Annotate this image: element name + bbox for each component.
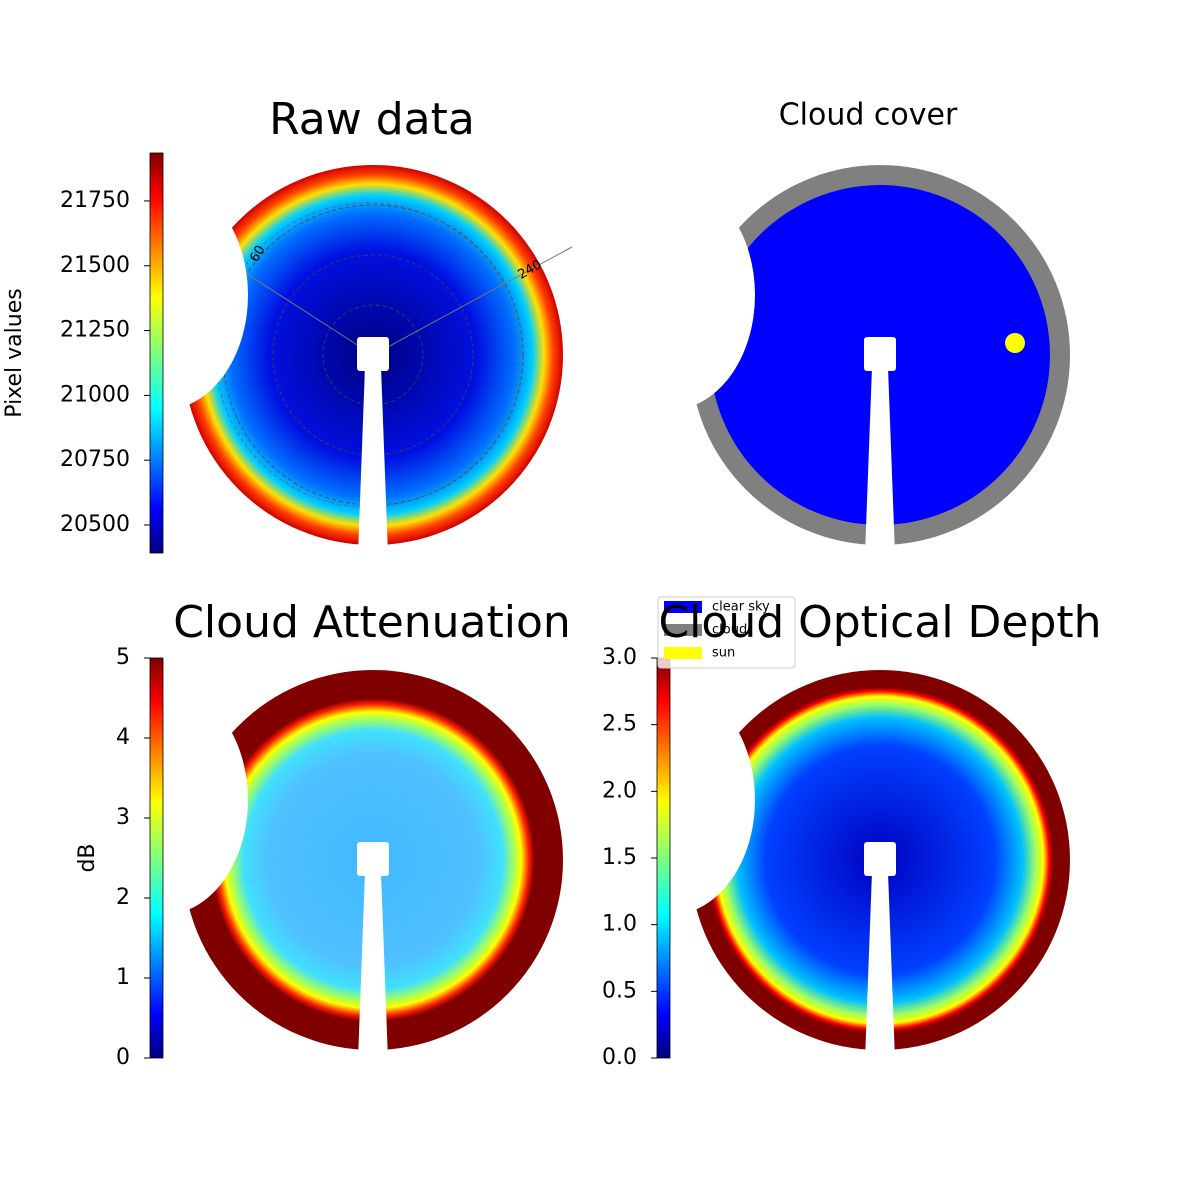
colorbar-tick-label: 4 <box>116 725 130 750</box>
colorbar-tick-label: 21500 <box>60 253 130 278</box>
colorbar-tick-label: 20500 <box>60 512 130 537</box>
colorbar-tick-label: 21250 <box>60 318 130 343</box>
camera-arm <box>358 367 388 555</box>
camera-head <box>357 842 389 876</box>
camera-arm <box>865 367 895 555</box>
legend-swatch <box>664 624 702 636</box>
colorbar-label: Pixel values <box>2 288 27 417</box>
colorbar <box>149 152 164 554</box>
colorbar-tick-label: 21000 <box>60 382 130 407</box>
camera-arm <box>358 872 388 1060</box>
camera-head <box>864 337 896 371</box>
colorbar-tick-label: 0 <box>116 1045 130 1070</box>
colorbar-tick-label: 1.0 <box>602 912 637 937</box>
colorbar-tick-label: 3 <box>116 805 130 830</box>
legend: clear sky cloud sun <box>657 596 796 669</box>
panel-title: Cloud Attenuation <box>173 597 571 648</box>
colorbar-tick-label: 1 <box>116 965 130 990</box>
colorbar-tick-label: 5 <box>116 645 130 670</box>
legend-swatch <box>664 601 702 613</box>
panel-title: Cloud Optical Depth <box>658 597 1101 648</box>
colorbar-tick-label: 0.0 <box>602 1045 637 1070</box>
azimuth-label: 60 <box>247 243 268 265</box>
camera-arm <box>865 872 895 1060</box>
colorbar-tick-label: 20750 <box>60 447 130 472</box>
colorbar-tick-label: 2 <box>116 885 130 910</box>
legend-label: sun <box>712 646 735 661</box>
camera-head <box>864 842 896 876</box>
colorbar-tick-label: 1.5 <box>602 845 637 870</box>
colorbar-tick-label: 0.5 <box>602 978 637 1003</box>
polar-spoke <box>372 246 573 356</box>
panel-title: Cloud cover <box>779 98 958 133</box>
colorbar-tick-label: 2.5 <box>602 712 637 737</box>
horizon-mask <box>585 180 755 410</box>
colorbar-tick-label: 3.0 <box>602 645 637 670</box>
colorbar-label: dB <box>75 843 100 872</box>
legend-label: cloud <box>712 623 747 638</box>
colorbar <box>149 657 164 1059</box>
panel-title: Raw data <box>269 94 475 145</box>
legend-swatch <box>664 647 702 659</box>
colorbar <box>656 657 671 1059</box>
camera-head <box>357 337 389 371</box>
colorbar-tick-label: 21750 <box>60 188 130 213</box>
sun <box>1005 333 1025 353</box>
colorbar-tick-label: 2.0 <box>602 778 637 803</box>
legend-label: clear sky <box>712 600 770 615</box>
